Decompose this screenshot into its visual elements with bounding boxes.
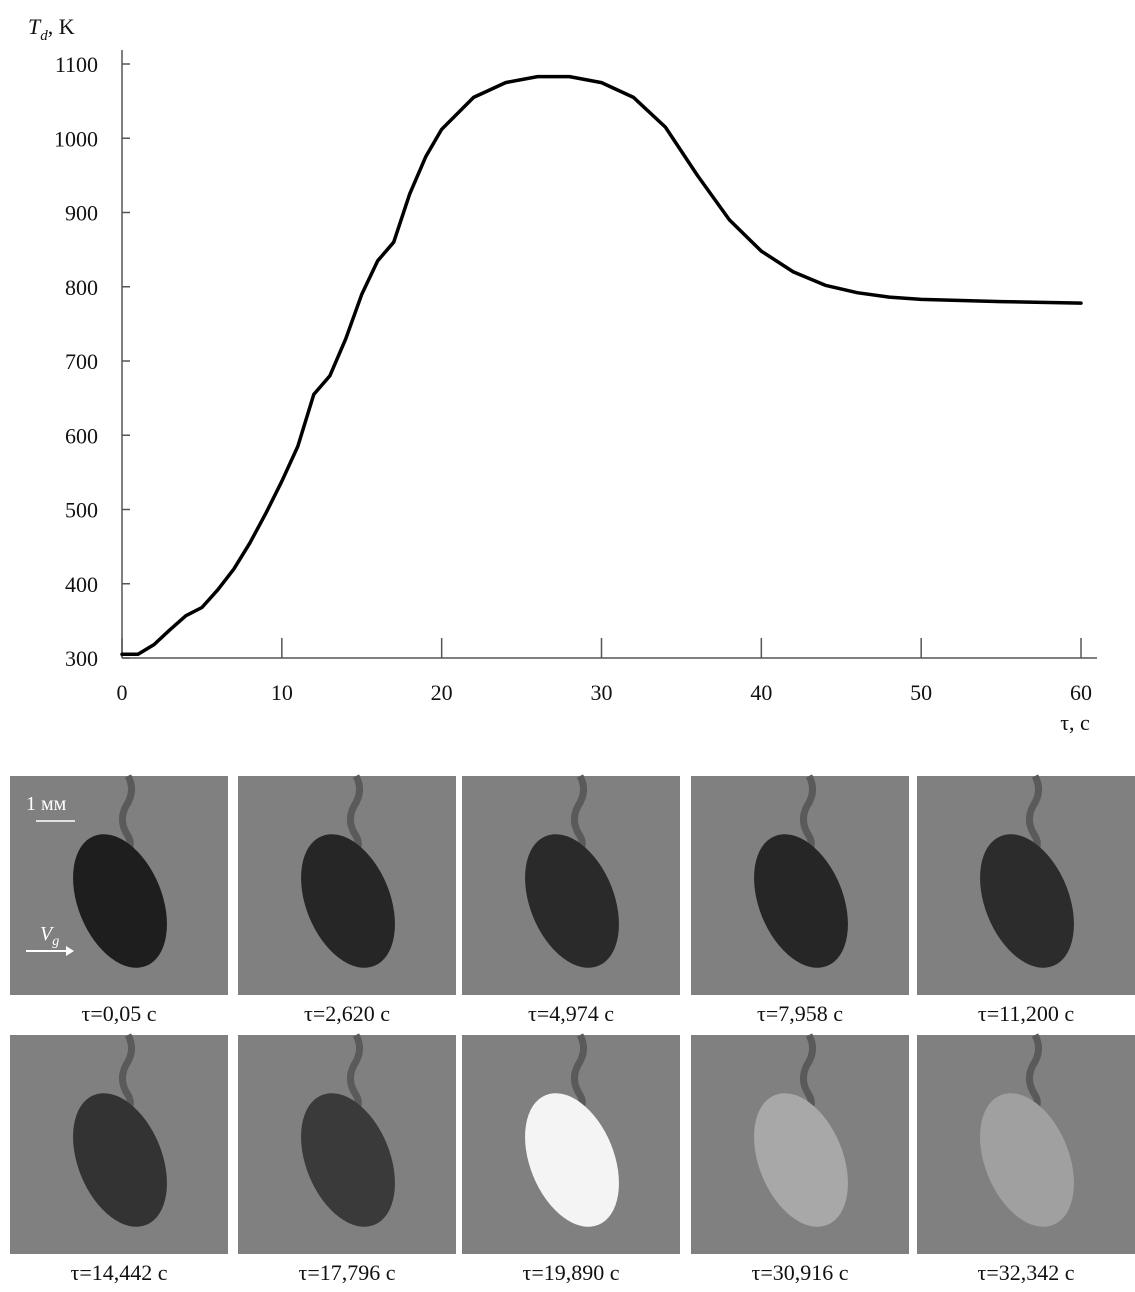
y-label-subscript: d [40,28,48,44]
droplet [301,834,395,968]
x-tick-label: 60 [1070,680,1092,705]
y-tick-label: 900 [65,201,98,226]
y-tick-label: 700 [65,349,98,374]
droplet [754,834,848,968]
velocity-subscript: g [52,934,59,949]
temperature-line [120,74,1083,657]
frame-caption: τ=17,796 c [298,1260,395,1285]
frame-caption: τ=32,342 c [977,1260,1074,1285]
x-tick-label: 10 [271,680,293,705]
frame-caption: τ=2,620 c [304,1001,390,1026]
photo-frames: τ=0,05 c τ=2,620 c τ=4,974 c τ=7,958 c τ=11,… [10,774,1135,1285]
x-tick-label: 40 [750,680,772,705]
droplet [980,834,1074,968]
x-axis-label: τ, c [1060,710,1090,735]
y-tick-label: 500 [65,498,98,523]
scale-label: 1 мм [26,793,67,815]
y-tick-label: 400 [65,572,98,597]
droplet [73,834,167,968]
x-tick-label: 0 [117,680,128,705]
y-label-unit: , K [48,14,75,39]
droplet [980,1093,1074,1227]
frame-caption: τ=11,200 c [978,1001,1074,1026]
y-tick-label: 800 [65,275,98,300]
frame-caption: τ=19,890 c [522,1260,619,1285]
x-tick-label: 30 [591,680,613,705]
arrow-head [66,946,74,956]
droplet [301,1093,395,1227]
y-axis-label: Td, K [28,14,75,44]
y-tick-label: 1100 [55,52,98,77]
droplet [73,1093,167,1227]
x-tick-label: 50 [910,680,932,705]
y-tick-label: 300 [65,646,98,671]
y-label-symbol: T [28,14,42,39]
frame-caption: τ=30,916 c [751,1260,848,1285]
frame-caption: τ=7,958 c [757,1001,843,1026]
droplet [525,834,619,968]
velocity-label: Vg [40,923,59,949]
y-tick-label: 600 [65,423,98,448]
velocity-symbol: V [40,923,55,945]
frame-caption: τ=14,442 c [70,1260,167,1285]
x-tick-label: 20 [431,680,453,705]
y-tick-label: 1000 [54,126,98,151]
frame-caption: τ=4,974 c [528,1001,614,1026]
frame-caption: τ=0,05 c [81,1001,156,1026]
droplet [525,1093,619,1227]
droplet [754,1093,848,1227]
